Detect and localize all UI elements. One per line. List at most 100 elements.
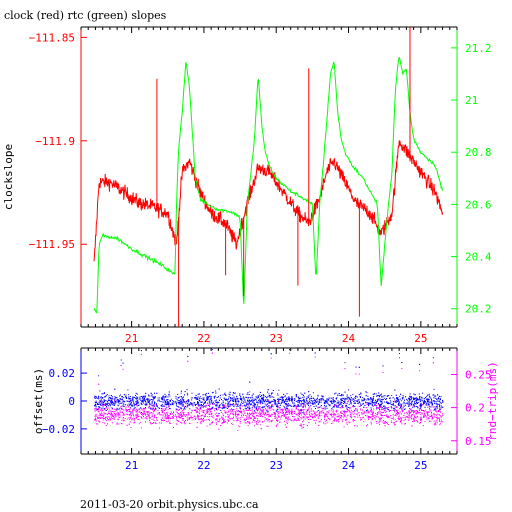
- scatter-point-rnd-trip: [246, 405, 248, 407]
- scatter-point-rnd-trip: [102, 417, 104, 419]
- scatter-point-rnd-trip: [232, 403, 234, 405]
- x-tick-label: 23: [270, 332, 283, 345]
- scatter-point-rnd-trip: [235, 417, 237, 419]
- scatter-point-rnd-trip: [306, 413, 307, 415]
- scatter-point-rnd-trip: [111, 422, 113, 424]
- scatter-point-rnd-trip: [370, 411, 372, 413]
- scatter-point-offset: [235, 403, 237, 405]
- scatter-point-offset: [186, 402, 188, 404]
- scatter-point-rnd-trip: [257, 424, 259, 426]
- scatter-point-offset: [311, 403, 313, 404]
- scatter-point-rnd-trip: [120, 406, 121, 408]
- scatter-point-offset: [99, 403, 101, 405]
- scatter-point-offset: [135, 395, 136, 396]
- scatter-point-offset: [130, 398, 132, 400]
- scatter-point-offset: [163, 395, 165, 397]
- scatter-point-rnd-trip: [163, 412, 165, 414]
- scatter-point-rnd-trip: [384, 407, 386, 409]
- scatter-point-offset: [275, 402, 277, 404]
- scatter-point-rnd-trip: [356, 414, 358, 416]
- scatter-point-offset: [140, 412, 142, 413]
- scatter-point-offset: [259, 402, 261, 404]
- scatter-point-offset: [102, 401, 104, 403]
- scatter-point-offset: [254, 410, 255, 412]
- scatter-point-offset: [109, 405, 111, 407]
- scatter-point-rnd-trip: [135, 417, 137, 419]
- scatter-point-rnd-trip: [158, 422, 160, 424]
- scatter-point-offset: [271, 393, 272, 395]
- scatter-point-offset: [230, 397, 232, 399]
- scatter-point-rnd-trip: [96, 409, 98, 411]
- scatter-point-rnd-trip: [422, 414, 424, 416]
- scatter-point-offset: [150, 399, 152, 400]
- scatter-point-rnd-trip: [120, 416, 122, 418]
- scatter-point-offset: [160, 401, 162, 403]
- scatter-point-offset: [98, 396, 100, 398]
- scatter-point-offset: [276, 405, 278, 407]
- scatter-point-offset: [201, 401, 203, 403]
- scatter-point-rnd-trip: [311, 410, 312, 412]
- scatter-point-offset: [163, 399, 165, 401]
- scatter-point-offset: [414, 398, 416, 400]
- scatter-point-rnd-trip: [135, 404, 137, 406]
- scatter-point-offset: [439, 398, 441, 400]
- scatter-point-offset: [231, 404, 233, 406]
- scatter-point-rnd-trip: [334, 418, 336, 420]
- scatter-point-rnd-trip: [252, 418, 254, 420]
- scatter-point-rnd-trip: [254, 421, 256, 423]
- scatter-point-offset: [419, 400, 421, 402]
- scatter-point-offset: [165, 396, 167, 398]
- scatter-point-rnd-trip: [148, 407, 150, 409]
- scatter-point-offset: [134, 404, 136, 405]
- scatter-point-rnd-trip: [330, 415, 332, 417]
- scatter-point-offset: [304, 406, 306, 408]
- scatter-point-offset: [378, 398, 380, 400]
- scatter-point-rnd-trip: [237, 410, 239, 412]
- scatter-point-offset: [245, 405, 247, 407]
- scatter-point-offset: [325, 405, 327, 407]
- scatter-point-offset: [390, 404, 392, 405]
- scatter-point-offset: [188, 404, 190, 406]
- scatter-point-rnd-trip: [232, 412, 234, 414]
- scatter-point-offset: [309, 398, 311, 400]
- scatter-point-offset: [106, 400, 108, 402]
- scatter-point-rnd-trip: [141, 412, 143, 414]
- scatter-point-offset: [248, 394, 250, 396]
- scatter-point-offset: [269, 402, 271, 404]
- scatter-point-rnd-trip: [108, 411, 110, 413]
- scatter-point-offset: [100, 396, 102, 398]
- scatter-point-rnd-trip: [122, 408, 123, 410]
- scatter-point-offset: [99, 407, 101, 409]
- scatter-point-offset: [300, 408, 302, 410]
- scatter-point-offset: [168, 391, 170, 393]
- scatter-point-rnd-trip: [132, 413, 134, 415]
- scatter-point-offset: [115, 397, 117, 399]
- scatter-point-rnd-trip: [269, 407, 271, 409]
- scatter-point-rnd-trip: [156, 419, 158, 421]
- scatter-point-offset: [146, 400, 148, 402]
- scatter-point-offset: [236, 395, 238, 397]
- scatter-point-offset: [291, 398, 292, 400]
- scatter-point-offset: [408, 398, 410, 400]
- scatter-point-rnd-trip: [104, 418, 106, 419]
- scatter-point-offset: [384, 395, 386, 397]
- scatter-point-offset: [233, 392, 235, 394]
- scatter-point-offset: [379, 396, 380, 398]
- scatter-point-offset: [152, 396, 154, 398]
- scatter-point-offset: [414, 402, 415, 404]
- scatter-point-offset: [95, 403, 97, 405]
- scatter-point-offset: [359, 396, 361, 397]
- scatter-point-offset: [330, 401, 332, 403]
- scatter-point-offset: [148, 401, 150, 403]
- scatter-point-rnd-trip: [131, 419, 133, 421]
- scatter-point-offset: [253, 404, 255, 405]
- scatter-point-rnd-trip: [151, 418, 153, 420]
- scatter-point-rnd-trip: [99, 414, 101, 416]
- scatter-point-rnd-trip: [111, 408, 113, 410]
- scatter-point-offset: [436, 404, 438, 406]
- scatter-point-rnd-trip: [439, 424, 441, 426]
- scatter-point-offset: [436, 407, 438, 409]
- scatter-point-offset: [365, 401, 367, 403]
- scatter-point-offset: [167, 401, 169, 403]
- scatter-point-offset: [194, 404, 196, 406]
